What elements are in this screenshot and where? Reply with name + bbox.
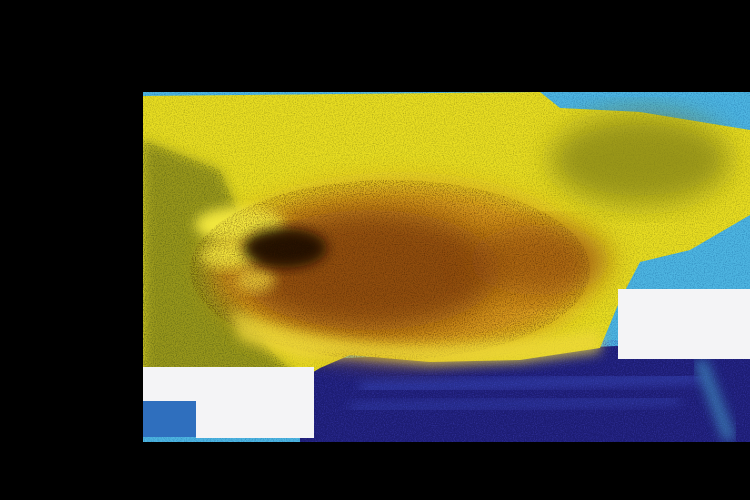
white-patch-left — [196, 367, 314, 438]
blue-patch-left — [143, 401, 196, 437]
white-patch-left-top — [143, 367, 196, 401]
white-patch-right — [618, 289, 750, 359]
